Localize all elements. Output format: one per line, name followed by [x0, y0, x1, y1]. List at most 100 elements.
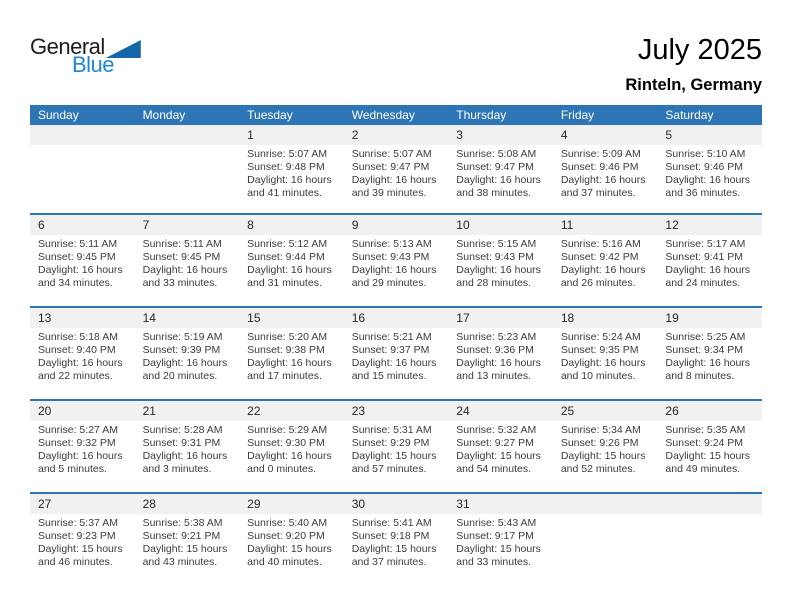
sunset-text: Sunset: 9:31 PM — [142, 436, 221, 449]
day-number-band — [30, 125, 135, 145]
day-info: Sunrise: 5:12 AM Sunset: 9:44 PM Daylight:… — [239, 235, 344, 290]
day-number-band: 24 — [448, 401, 553, 421]
calendar-day-cell: 30 Sunrise: 5:41 AM Sunset: 9:18 PM Dayligh… — [343, 494, 449, 585]
day-number-band: 4 — [552, 125, 658, 145]
sunrise-text: Sunrise: 5:41 AM — [351, 517, 432, 529]
calendar-day-cell: 7 Sunrise: 5:11 AM Sunset: 9:45 PM Daylight… — [134, 215, 240, 306]
day-number: 20 — [38, 404, 52, 418]
day-info: Sunrise: 5:18 AM Sunset: 9:40 PM Daylight:… — [30, 328, 135, 383]
daylight-text-line1: Daylight: 16 hours — [38, 263, 123, 276]
calendar-day-cell: 12 Sunrise: 5:17 AM Sunset: 9:41 PM Dayligh… — [657, 215, 762, 306]
daylight-text-line2: and 13 minutes. — [456, 369, 531, 382]
daylight-text-line2: and 22 minutes. — [38, 369, 113, 382]
daylight-text-line2: and 36 minutes. — [665, 186, 741, 199]
calendar-day-cell: 27 Sunrise: 5:37 AM Sunset: 9:23 PM Dayligh… — [30, 494, 135, 585]
day-number: 2 — [351, 128, 359, 142]
calendar-day-cell: 9 Sunrise: 5:13 AM Sunset: 9:43 PM Daylight… — [343, 215, 449, 306]
day-info: Sunrise: 5:34 AM Sunset: 9:26 PM Daylight:… — [553, 421, 658, 476]
weekday-header-row: Sunday Monday Tuesday Wednesday Thursday Frid… — [30, 105, 762, 125]
day-number: 5 — [665, 128, 673, 142]
daylight-text-line1: Daylight: 15 hours — [456, 542, 541, 555]
daylight-text-line1: Daylight: 16 hours — [247, 449, 332, 462]
daylight-text-line2: and 29 minutes. — [351, 276, 427, 289]
logo-text-general: General — [30, 34, 105, 59]
day-number-band: 20 — [30, 401, 135, 421]
sunrise-text: Sunrise: 5:34 AM — [560, 424, 641, 436]
daylight-text-line1: Daylight: 16 hours — [456, 263, 541, 276]
general-blue-logo: General Blue — [30, 34, 150, 77]
day-number-band: 9 — [343, 215, 449, 235]
day-info: Sunrise: 5:29 AM Sunset: 9:30 PM Daylight:… — [239, 421, 344, 476]
daylight-text-line1: Daylight: 16 hours — [38, 356, 123, 369]
day-number: 29 — [247, 497, 261, 511]
daylight-text-line1: Daylight: 16 hours — [560, 173, 646, 186]
daylight-text-line2: and 34 minutes. — [38, 276, 113, 289]
daylight-text-line1: Daylight: 15 hours — [560, 449, 646, 462]
calendar-week-row: 13 Sunrise: 5:18 AM Sunset: 9:40 PM Dayligh… — [30, 306, 762, 399]
day-info: Sunrise: 5:20 AM Sunset: 9:38 PM Daylight:… — [239, 328, 344, 383]
day-info: Sunrise: 5:25 AM Sunset: 9:34 PM Daylight:… — [657, 328, 762, 383]
day-info: Sunrise: 5:37 AM Sunset: 9:23 PM Daylight:… — [30, 514, 135, 569]
day-number-band: 7 — [134, 215, 240, 235]
day-number: 19 — [665, 311, 679, 325]
sunset-text: Sunset: 9:43 PM — [456, 250, 534, 263]
calendar-empty-cell — [30, 125, 135, 213]
day-info: Sunrise: 5:23 AM Sunset: 9:36 PM Daylight:… — [448, 328, 553, 383]
sunrise-text: Sunrise: 5:31 AM — [351, 424, 432, 436]
daylight-text-line2: and 54 minutes. — [456, 462, 531, 475]
sunset-text: Sunset: 9:41 PM — [665, 250, 744, 263]
sunset-text: Sunset: 9:48 PM — [247, 160, 325, 173]
sunset-text: Sunset: 9:26 PM — [560, 436, 639, 449]
sunrise-text: Sunrise: 5:11 AM — [38, 238, 118, 250]
day-number: 17 — [456, 311, 470, 325]
sunset-text: Sunset: 9:45 PM — [142, 250, 221, 263]
sunset-text: Sunset: 9:36 PM — [456, 343, 534, 356]
day-info: Sunrise: 5:32 AM Sunset: 9:27 PM Daylight:… — [448, 421, 553, 476]
day-number: 14 — [142, 311, 156, 325]
sunset-text: Sunset: 9:30 PM — [247, 436, 325, 449]
day-number-band: 10 — [448, 215, 553, 235]
daylight-text-line1: Daylight: 16 hours — [247, 356, 332, 369]
weekday-header-thursday: Thursday — [456, 108, 507, 122]
day-number-band: 15 — [239, 308, 344, 328]
daylight-text-line2: and 31 minutes. — [247, 276, 322, 289]
daylight-text-line1: Daylight: 16 hours — [560, 263, 646, 276]
daylight-text-line2: and 10 minutes. — [560, 369, 636, 382]
day-info: Sunrise: 5:28 AM Sunset: 9:31 PM Daylight:… — [135, 421, 240, 476]
calendar-day-cell: 20 Sunrise: 5:27 AM Sunset: 9:32 PM Dayligh… — [30, 401, 135, 492]
daylight-text-line2: and 49 minutes. — [665, 462, 741, 475]
daylight-text-line2: and 8 minutes. — [665, 369, 735, 382]
page-subtitle: Rinteln, Germany — [625, 76, 762, 94]
day-info: Sunrise: 5:19 AM Sunset: 9:39 PM Daylight:… — [135, 328, 240, 383]
calendar-day-cell: 8 Sunrise: 5:12 AM Sunset: 9:44 PM Daylight… — [239, 215, 344, 306]
sunrise-text: Sunrise: 5:11 AM — [142, 238, 222, 250]
sunrise-text: Sunrise: 5:25 AM — [665, 331, 746, 343]
day-info: Sunrise: 5:21 AM Sunset: 9:37 PM Daylight:… — [344, 328, 449, 383]
day-info: Sunrise: 5:07 AM Sunset: 9:48 PM Daylight:… — [239, 145, 344, 200]
daylight-text-line2: and 15 minutes. — [351, 369, 427, 382]
calendar-day-cell: 13 Sunrise: 5:18 AM Sunset: 9:40 PM Dayligh… — [30, 308, 135, 399]
sunset-text: Sunset: 9:45 PM — [38, 250, 116, 263]
day-info: Sunrise: 5:11 AM Sunset: 9:45 PM Daylight:… — [30, 235, 135, 290]
day-number-band: 22 — [239, 401, 344, 421]
daylight-text-line2: and 37 minutes. — [351, 555, 427, 568]
calendar-week-row: 20 Sunrise: 5:27 AM Sunset: 9:32 PM Dayligh… — [30, 399, 762, 492]
daylight-text-line1: Daylight: 16 hours — [665, 356, 751, 369]
sunset-text: Sunset: 9:37 PM — [351, 343, 430, 356]
day-number: 4 — [560, 128, 568, 142]
calendar-day-cell: 17 Sunrise: 5:23 AM Sunset: 9:36 PM Dayligh… — [448, 308, 553, 399]
weekday-header-sunday: Sunday — [38, 108, 79, 122]
sunrise-text: Sunrise: 5:08 AM — [456, 148, 537, 160]
day-number: 22 — [247, 404, 261, 418]
day-info: Sunrise: 5:10 AM Sunset: 9:46 PM Daylight:… — [657, 145, 762, 200]
calendar-day-cell: 29 Sunrise: 5:40 AM Sunset: 9:20 PM Dayligh… — [239, 494, 344, 585]
day-number-band — [134, 125, 240, 145]
day-number-band: 2 — [343, 125, 449, 145]
day-info: Sunrise: 5:41 AM Sunset: 9:18 PM Daylight:… — [344, 514, 449, 569]
daylight-text-line2: and 46 minutes. — [38, 555, 113, 568]
day-info: Sunrise: 5:27 AM Sunset: 9:32 PM Daylight:… — [30, 421, 135, 476]
calendar-grid: 1 Sunrise: 5:07 AM Sunset: 9:48 PM Daylight… — [30, 125, 762, 585]
logo-text-blue: Blue — [72, 52, 115, 77]
sunset-text: Sunset: 9:38 PM — [247, 343, 325, 356]
sunrise-text: Sunrise: 5:07 AM — [247, 148, 328, 160]
